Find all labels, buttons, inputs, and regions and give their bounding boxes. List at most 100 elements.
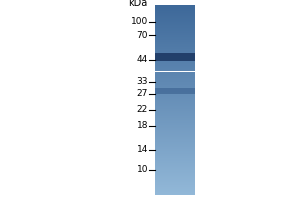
Bar (155, 56, 195, 57)
Bar (155, 77, 195, 78)
Bar (155, 116, 195, 117)
Bar (155, 153, 195, 154)
Bar (155, 134, 195, 135)
Bar (155, 49, 195, 50)
Bar (155, 79, 195, 80)
Bar (155, 192, 195, 193)
Bar (155, 84, 195, 85)
Bar (155, 28, 195, 29)
Bar (155, 141, 195, 142)
Bar (155, 107, 195, 108)
Bar (155, 112, 195, 113)
Bar (155, 43, 195, 44)
Bar (155, 60, 195, 61)
Bar (155, 89, 195, 90)
Bar (155, 179, 195, 180)
Bar (155, 93, 195, 94)
Bar (155, 163, 195, 164)
Bar (155, 118, 195, 119)
Bar (155, 33, 195, 34)
Bar (155, 133, 195, 134)
Bar (155, 23, 195, 24)
Text: 44: 44 (137, 55, 148, 64)
Bar (155, 62, 195, 63)
Bar (155, 61, 195, 62)
Bar (155, 183, 195, 184)
Bar (155, 38, 195, 39)
Bar (155, 171, 195, 172)
Bar (155, 119, 195, 120)
Bar (155, 88, 195, 94)
Bar (155, 50, 195, 51)
Bar (155, 175, 195, 176)
Bar (155, 55, 195, 56)
Bar (155, 191, 195, 192)
Bar (155, 117, 195, 118)
Bar (155, 176, 195, 177)
Bar (155, 20, 195, 21)
Bar (155, 104, 195, 105)
Bar (155, 110, 195, 111)
Bar (155, 18, 195, 19)
Bar (155, 109, 195, 110)
Bar (155, 130, 195, 131)
Bar (155, 68, 195, 69)
Bar (155, 36, 195, 37)
Bar (155, 165, 195, 166)
Bar (155, 108, 195, 109)
Bar (155, 7, 195, 8)
Bar (155, 162, 195, 163)
Bar (155, 144, 195, 145)
Bar (155, 30, 195, 31)
Bar (155, 126, 195, 127)
Bar (155, 67, 195, 68)
Bar (155, 151, 195, 152)
Bar (155, 58, 195, 59)
Bar (155, 185, 195, 186)
Bar (155, 131, 195, 132)
Bar (155, 135, 195, 136)
Bar (155, 46, 195, 47)
Bar (155, 188, 195, 189)
Bar (155, 34, 195, 35)
Bar (155, 186, 195, 187)
Bar (155, 78, 195, 79)
Bar (155, 80, 195, 81)
Bar (155, 94, 195, 95)
Bar (155, 114, 195, 115)
Bar (155, 54, 195, 55)
Bar (155, 13, 195, 14)
Bar (155, 97, 195, 98)
Bar (155, 72, 195, 73)
Bar (155, 156, 195, 157)
Bar (155, 53, 195, 61)
Bar (155, 32, 195, 33)
Bar (155, 64, 195, 65)
Bar (155, 187, 195, 188)
Bar (155, 125, 195, 126)
Bar (155, 82, 195, 83)
Bar (155, 57, 195, 58)
Bar (155, 95, 195, 96)
Bar (155, 63, 195, 64)
Bar (155, 69, 195, 70)
Bar (155, 37, 195, 38)
Bar (155, 103, 195, 104)
Bar (155, 52, 195, 53)
Bar (155, 174, 195, 175)
Bar (155, 40, 195, 41)
Bar (155, 106, 195, 107)
Bar (155, 127, 195, 128)
Bar (155, 21, 195, 22)
Bar (155, 193, 195, 194)
Bar (155, 178, 195, 179)
Bar (155, 142, 195, 143)
Bar (155, 123, 195, 124)
Text: 100: 100 (131, 18, 148, 26)
Bar (155, 167, 195, 168)
Bar (155, 81, 195, 82)
Bar (155, 53, 195, 54)
Bar (155, 19, 195, 20)
Bar (155, 100, 195, 101)
Bar (155, 184, 195, 185)
